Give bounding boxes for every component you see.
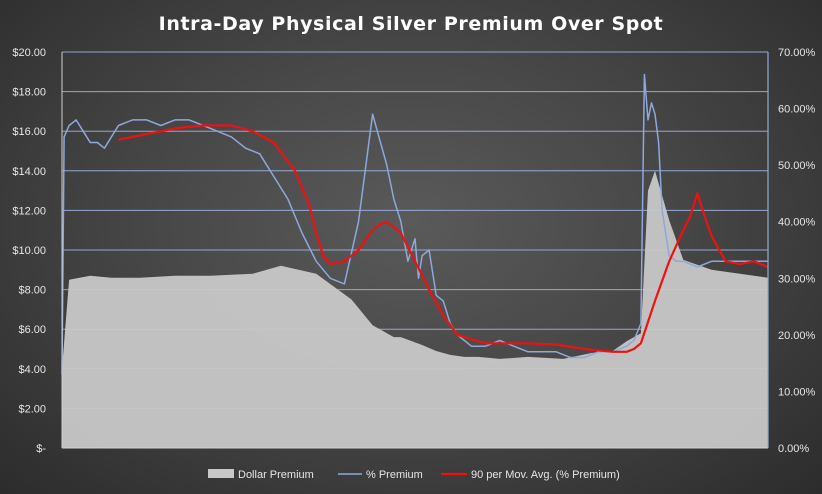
y-right-tick-label: 0.00% xyxy=(778,443,809,455)
legend: Dollar Premium % Premium 90 per Mov. Avg. … xyxy=(208,469,620,481)
line-series-group xyxy=(61,73,769,375)
axis-group: $- $2.00 $4.00 $6.00 $8.00 $10.00 $12.00 $14.00… xyxy=(12,47,815,455)
dollar-premium-area-group xyxy=(62,170,768,449)
y-left-tick-label: $6.00 xyxy=(18,324,46,336)
legend-label: 90 per Mov. Avg. (% Premium) xyxy=(471,469,620,481)
y-right-tick-label: 30.00% xyxy=(778,273,816,285)
y-left-tick-label: $14.00 xyxy=(12,166,46,178)
y-right-tick-label: 70.00% xyxy=(778,47,816,59)
chart-title: Intra-Day Physical Silver Premium Over S… xyxy=(159,13,664,35)
y-left-tick-label: $20.00 xyxy=(12,47,46,59)
y-left-tick-label: $18.00 xyxy=(12,87,46,99)
dollar-premium-area xyxy=(62,170,768,449)
y-right-tick-label: 60.00% xyxy=(778,104,816,116)
moving-average-line xyxy=(118,124,769,353)
y-right-tick-label: 20.00% xyxy=(778,330,816,342)
y-right-tick-label: 50.00% xyxy=(778,160,816,172)
legend-label: Dollar Premium xyxy=(238,469,314,481)
y-left-tick-label: $12.00 xyxy=(12,205,46,217)
y-left-tick-label: $- xyxy=(36,443,46,455)
y-right-tick-label: 40.00% xyxy=(778,217,816,229)
y-left-tick-label: $8.00 xyxy=(18,285,46,297)
y-left-tick-label: $16.00 xyxy=(12,126,46,138)
y-right-tick-label: 10.00% xyxy=(778,386,816,398)
y-left-tick-label: $4.00 xyxy=(18,364,46,376)
y-left-tick-label: $2.00 xyxy=(18,403,46,415)
y-left-tick-label: $10.00 xyxy=(12,245,46,257)
legend-label: % Premium xyxy=(366,469,423,481)
percent-premium-line xyxy=(61,73,768,375)
legend-swatch-dollar-premium xyxy=(208,469,234,478)
